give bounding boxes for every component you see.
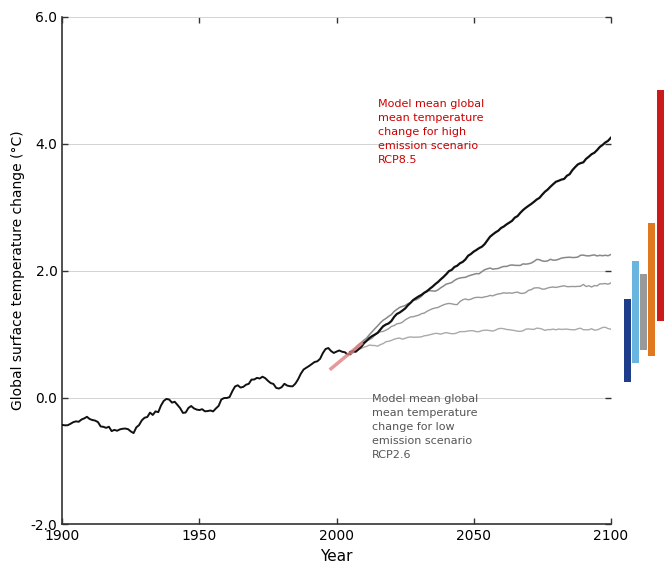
Bar [624, 299, 630, 382]
Bar [657, 90, 663, 321]
Y-axis label: Global surface temperature change (°C): Global surface temperature change (°C) [11, 131, 25, 411]
Text: Model mean global
mean temperature
change for high
emission scenario
RCP8.5: Model mean global mean temperature chang… [378, 99, 484, 165]
Bar [640, 274, 647, 350]
X-axis label: Year: Year [321, 549, 353, 564]
Text: Model mean global
mean temperature
change for low
emission scenario
RCP2.6: Model mean global mean temperature chang… [372, 394, 478, 461]
Bar [648, 223, 655, 356]
Bar [632, 261, 639, 363]
